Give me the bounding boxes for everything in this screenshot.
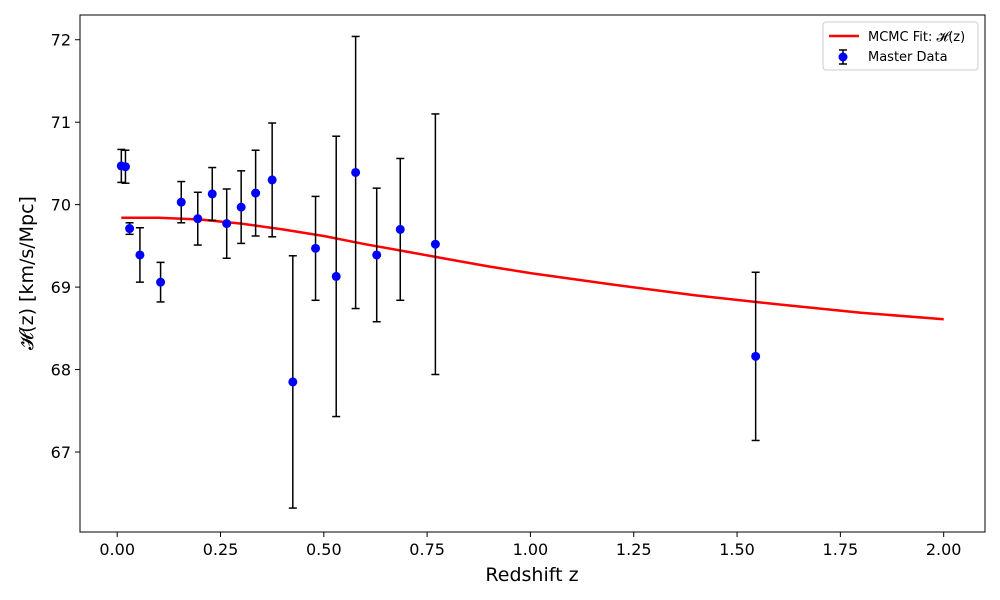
x-tick-label: 0.00 — [99, 540, 135, 559]
y-tick-label: 69 — [51, 278, 71, 297]
data-marker — [251, 188, 261, 198]
x-tick-label: 1.00 — [513, 540, 549, 559]
data-point — [125, 222, 135, 236]
y-tick-label: 68 — [51, 361, 71, 380]
data-marker — [311, 243, 321, 253]
data-marker — [395, 224, 405, 234]
data-point — [207, 166, 217, 222]
data-points-layer — [116, 35, 761, 509]
legend-box — [822, 21, 979, 71]
data-marker — [176, 197, 186, 207]
x-axis-label: Redshift z — [485, 564, 578, 586]
data-marker — [751, 351, 761, 361]
y-tick-label: 72 — [51, 31, 71, 50]
data-point — [430, 113, 440, 376]
data-marker — [222, 219, 232, 229]
x-tick-label: 1.50 — [719, 540, 755, 559]
data-point — [395, 157, 405, 302]
data-marker — [120, 162, 130, 172]
data-marker — [236, 202, 246, 212]
data-marker — [430, 239, 440, 249]
y-tick-label: 71 — [51, 113, 71, 132]
x-axis-ticks: 0.00 0.25 0.50 0.75 1.00 1.25 1.50 1.75 2.00 — [99, 532, 961, 559]
fit-line-layer — [121, 216, 944, 321]
x-tick-label: 0.25 — [203, 540, 239, 559]
x-tick-label: 1.25 — [616, 540, 652, 559]
data-point — [251, 149, 261, 237]
data-point — [135, 226, 145, 283]
legend-data-label: Master Data — [868, 50, 948, 65]
legend-fit-label: MCMC Fit: 𝓗(z) — [868, 30, 965, 45]
data-marker — [156, 277, 166, 287]
fit-line — [121, 216, 944, 321]
x-tick-label: 0.50 — [306, 540, 342, 559]
data-point — [267, 122, 277, 238]
data-point — [331, 135, 341, 418]
data-point — [751, 271, 761, 442]
data-point — [236, 170, 246, 245]
data-point — [351, 35, 361, 310]
data-marker — [372, 250, 382, 260]
data-point — [193, 191, 203, 246]
x-tick-label: 1.75 — [823, 540, 859, 559]
data-marker — [351, 167, 361, 177]
legend-data-marker — [838, 52, 848, 62]
x-tick-label: 0.75 — [409, 540, 445, 559]
data-point — [120, 149, 130, 184]
data-point — [372, 187, 382, 323]
data-marker — [267, 175, 277, 185]
data-point — [311, 195, 321, 302]
data-point — [222, 188, 232, 259]
data-marker — [207, 189, 217, 199]
data-marker — [288, 377, 298, 387]
data-marker — [193, 214, 203, 224]
data-point — [176, 180, 186, 224]
y-axis-label: 𝓗(z) [km/s/Mpc] — [16, 196, 38, 350]
y-tick-label: 67 — [51, 443, 71, 462]
plot-frame — [79, 14, 986, 533]
y-axis-ticks: 67 68 69 70 71 72 — [51, 31, 80, 462]
data-marker — [125, 224, 135, 234]
data-point — [156, 261, 166, 303]
legend: MCMC Fit: 𝓗(z) Master Data — [822, 21, 979, 71]
data-marker — [331, 271, 341, 281]
data-marker — [135, 250, 145, 260]
x-tick-label: 2.00 — [926, 540, 962, 559]
y-tick-label: 70 — [51, 196, 71, 215]
data-point — [288, 255, 298, 509]
